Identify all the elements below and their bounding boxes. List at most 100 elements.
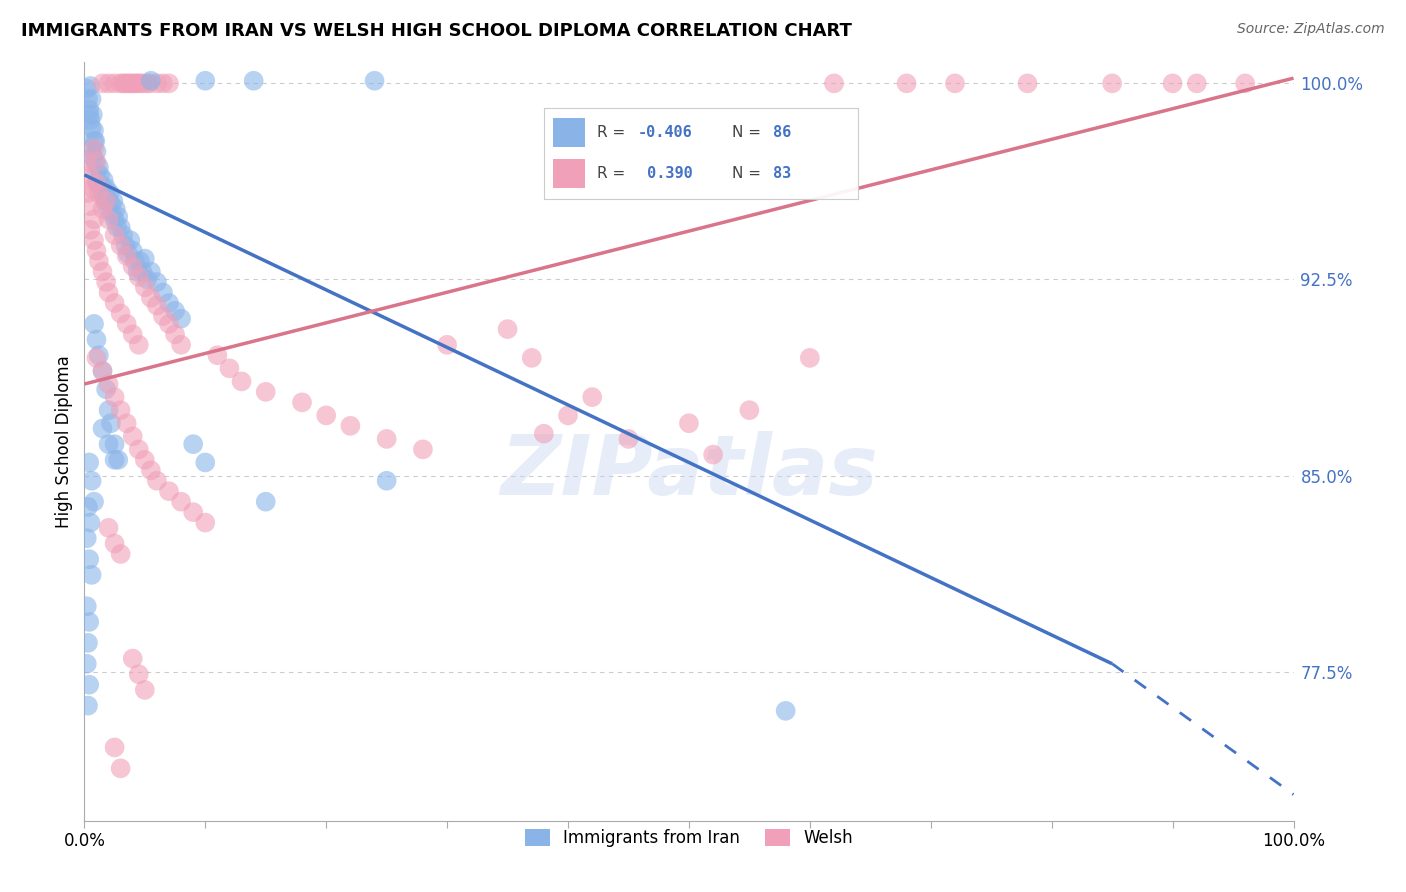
Point (83, 142, 105, 156)
Point (76, 154, 98, 169)
Point (110, 306, 132, 320)
Point (104, 227, 127, 242)
Point (170, 494, 193, 508)
Point (617, 432, 640, 446)
Point (138, 76, 160, 90)
Point (112, 76, 135, 90)
Point (165, 327, 187, 342)
Point (738, 403, 761, 417)
Point (115, 317, 138, 331)
Point (80, 142, 103, 156)
Point (194, 516, 217, 530)
Point (104, 453, 127, 467)
Point (134, 280, 156, 294)
Point (110, 403, 132, 417)
Point (83, 317, 105, 331)
Point (315, 409, 337, 423)
Legend: Immigrants from Iran, Welsh: Immigrants from Iran, Welsh (519, 822, 859, 854)
Point (76, 531, 98, 545)
Point (157, 296, 180, 310)
Point (134, 252, 156, 266)
Point (97, 437, 120, 451)
Point (165, 303, 187, 318)
Point (134, 682, 156, 697)
Point (86, 244, 108, 258)
Point (412, 442, 434, 457)
Point (77, 698, 100, 713)
Point (120, 233, 142, 247)
Point (1234, 76, 1257, 90)
Point (114, 76, 136, 90)
Point (97, 285, 120, 300)
Point (131, 264, 153, 278)
Point (79, 78, 101, 93)
Point (80, 181, 103, 195)
Point (104, 202, 127, 216)
Point (100, 196, 122, 211)
Point (87, 186, 110, 201)
Point (896, 76, 918, 90)
Point (86, 333, 108, 347)
Point (104, 437, 127, 451)
Y-axis label: High School Diploma: High School Diploma (55, 355, 73, 528)
Point (134, 453, 156, 467)
Point (139, 291, 162, 305)
Point (77, 108, 100, 122)
Point (97, 403, 120, 417)
Point (86, 351, 108, 365)
Point (242, 74, 264, 88)
Point (114, 238, 136, 252)
Point (76, 657, 98, 671)
Point (110, 761, 132, 775)
Point (121, 327, 143, 342)
Point (87, 160, 110, 174)
Point (83, 494, 105, 508)
Point (105, 220, 128, 235)
Point (97, 377, 120, 392)
Point (98, 186, 121, 201)
Point (77, 168, 100, 182)
Point (82, 150, 104, 164)
Point (121, 244, 143, 258)
Point (146, 275, 169, 289)
Point (1185, 76, 1208, 90)
Point (77, 615, 100, 629)
Text: Source: ZipAtlas.com: Source: ZipAtlas.com (1237, 22, 1385, 37)
Point (97, 212, 120, 227)
Point (581, 390, 603, 404)
Point (1101, 76, 1123, 90)
Point (170, 338, 193, 352)
Point (194, 455, 217, 469)
Point (77, 500, 100, 514)
Point (218, 361, 240, 376)
Point (136, 272, 159, 286)
Point (1017, 76, 1039, 90)
Point (823, 76, 845, 90)
Point (110, 220, 132, 235)
Point (94, 181, 117, 195)
Point (104, 76, 127, 90)
Point (120, 76, 142, 90)
Point (77, 186, 100, 201)
Point (86, 165, 108, 179)
Point (124, 254, 146, 268)
Point (76, 81, 98, 95)
Point (84, 134, 107, 148)
Point (91, 186, 114, 201)
Point (146, 299, 169, 313)
Point (170, 311, 193, 326)
Point (775, 704, 797, 718)
Point (104, 740, 127, 755)
Point (83, 134, 105, 148)
Point (84, 154, 107, 169)
Point (79, 199, 101, 213)
Point (128, 269, 150, 284)
Point (86, 176, 108, 190)
Point (93, 173, 115, 187)
Point (90, 178, 112, 193)
Point (91, 364, 114, 378)
Point (121, 76, 143, 90)
Point (533, 426, 555, 441)
Point (1161, 76, 1184, 90)
Point (363, 74, 385, 88)
